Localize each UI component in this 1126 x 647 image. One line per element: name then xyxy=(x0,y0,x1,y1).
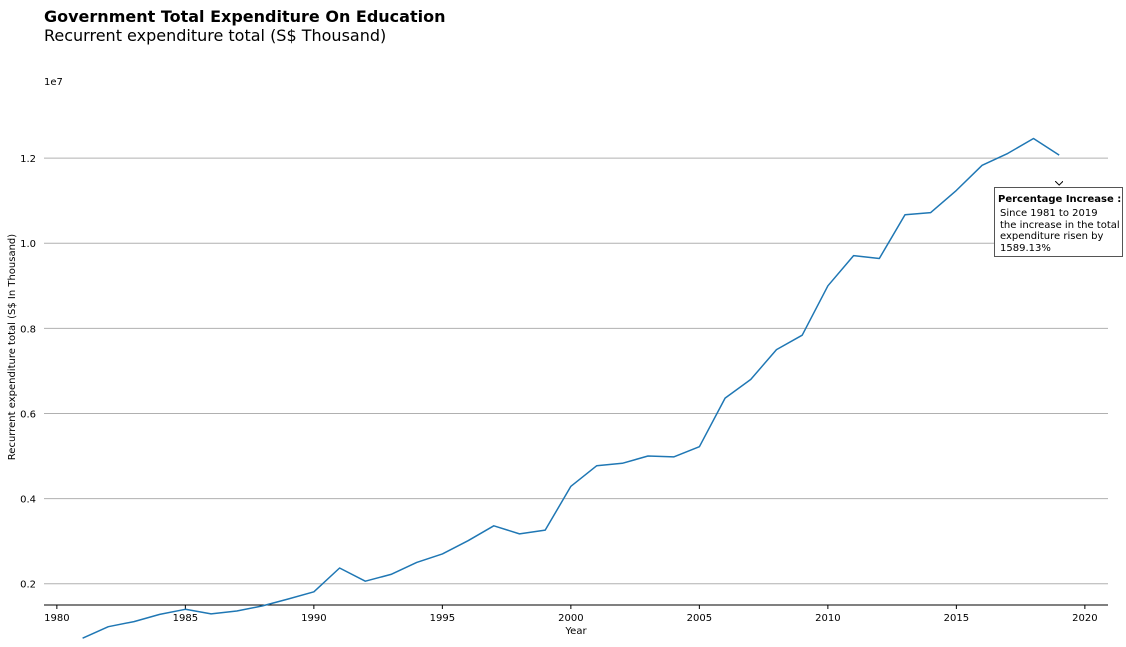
y-tick-label: 1.0 xyxy=(20,239,36,250)
annotation-line-4: 1589.13% xyxy=(1000,243,1051,254)
y-tick-label: 0.4 xyxy=(20,495,36,506)
y-tick-label: 1.2 xyxy=(20,154,36,165)
annotation-line-1: Since 1981 to 2019 xyxy=(1000,208,1098,219)
x-tick-label: 2010 xyxy=(815,613,840,624)
x-tick-label: 2000 xyxy=(558,613,583,624)
x-ticks: 1980 1985 1990 1995 2000 2005 2010 2015 2020 xyxy=(44,605,1098,624)
series-line xyxy=(82,137,1060,639)
y-tick-label: 0.6 xyxy=(20,409,36,420)
x-tick-label: 2020 xyxy=(1072,613,1097,624)
x-tick-label: 2015 xyxy=(944,613,969,624)
annotation-line-2: the increase in the total xyxy=(1000,220,1120,231)
annotation-title: Percentage Increase : xyxy=(998,194,1121,205)
series-layer xyxy=(82,137,1060,639)
annotation-box xyxy=(994,187,1123,257)
x-axis-label: Year xyxy=(564,626,587,637)
x-tick-label: 2005 xyxy=(687,613,712,624)
chart-subtitle: Recurrent expenditure total (S$ Thousand… xyxy=(44,26,386,45)
x-tick-label: 1995 xyxy=(430,613,455,624)
x-tick-label: 1990 xyxy=(301,613,326,624)
y-tick-label: 0.2 xyxy=(20,580,36,591)
x-tick-label: 1980 xyxy=(44,613,69,624)
y-tick-label: 0.8 xyxy=(20,324,36,335)
chart-title: Government Total Expenditure On Educatio… xyxy=(44,7,445,26)
gridlines xyxy=(44,157,1108,585)
x-tick-label: 1985 xyxy=(173,613,198,624)
annotation-line-3: expenditure risen by xyxy=(1000,231,1103,242)
y-tick-labels: 0.2 0.4 0.6 0.8 1.0 1.2 xyxy=(20,154,36,591)
annotation: Percentage Increase : Since 1981 to 2019… xyxy=(994,185,1123,257)
y-axis-label: Recurrent expenditure total (S$ In Thous… xyxy=(7,234,18,460)
y-scale-label: 1e7 xyxy=(44,77,63,88)
